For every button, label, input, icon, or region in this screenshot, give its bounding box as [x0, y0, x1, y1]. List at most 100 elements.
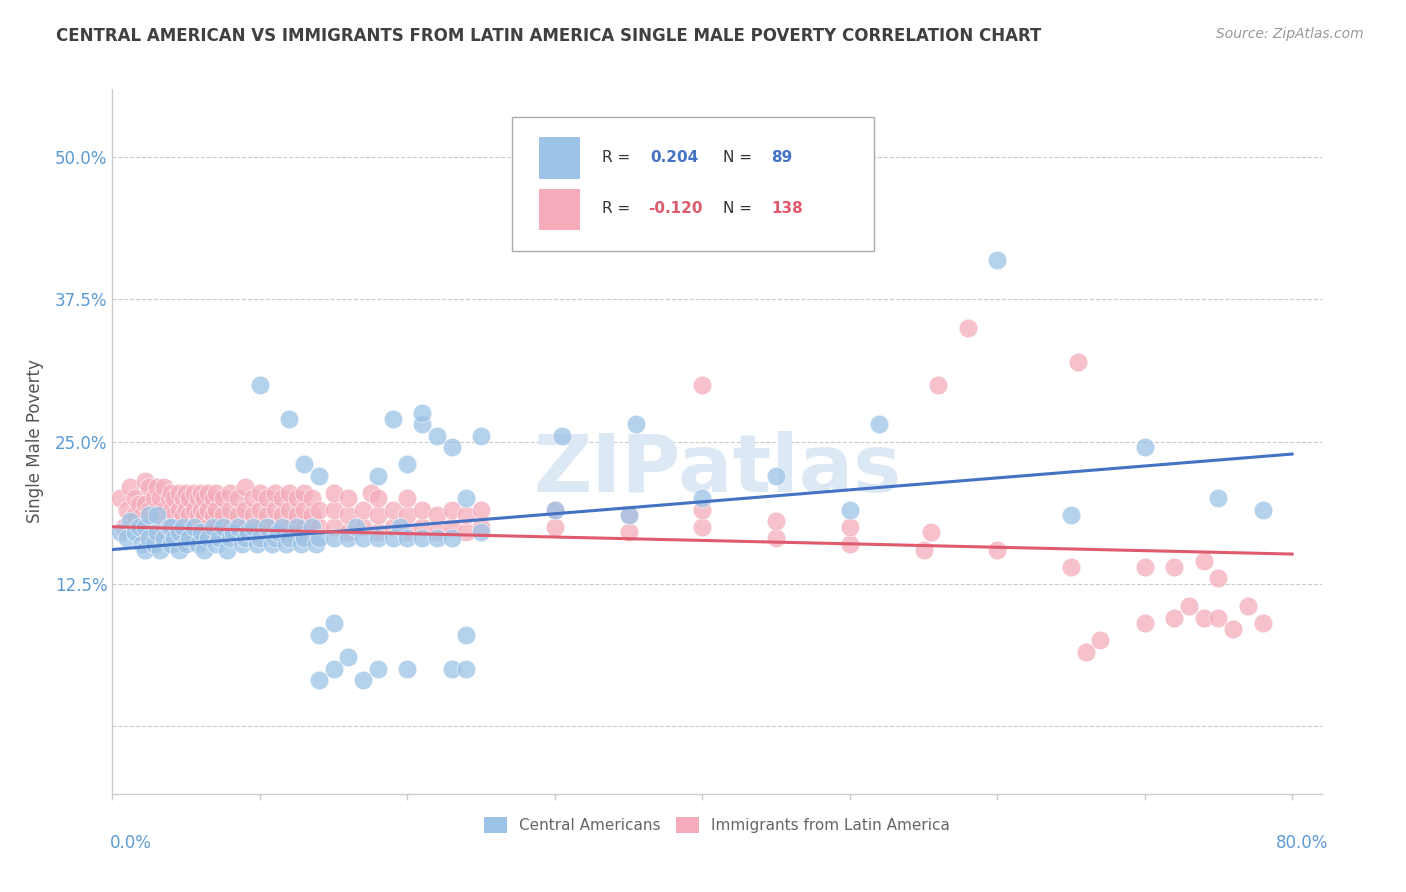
Point	[242, 520, 264, 534]
Point	[271, 508, 294, 523]
Point	[396, 525, 419, 540]
Point	[187, 508, 209, 523]
Point	[128, 497, 150, 511]
Point	[692, 491, 714, 506]
Legend: Central Americans, Immigrants from Latin America: Central Americans, Immigrants from Latin…	[478, 811, 956, 839]
Point	[838, 502, 860, 516]
Point	[138, 508, 160, 523]
Point	[411, 502, 433, 516]
Point	[986, 252, 1008, 267]
Point	[124, 508, 146, 523]
Point	[352, 520, 374, 534]
Point	[131, 537, 153, 551]
Point	[765, 468, 787, 483]
Point	[308, 628, 330, 642]
Point	[956, 321, 979, 335]
Point	[142, 491, 165, 506]
Point	[920, 525, 942, 540]
Text: N =: N =	[723, 202, 756, 217]
Point	[163, 531, 186, 545]
Point	[396, 662, 419, 676]
Point	[322, 616, 344, 631]
Point	[263, 502, 285, 516]
Point	[153, 520, 176, 534]
Point	[145, 525, 167, 540]
Point	[233, 480, 256, 494]
Point	[396, 457, 419, 471]
Point	[187, 491, 209, 506]
Text: Source: ZipAtlas.com: Source: ZipAtlas.com	[1216, 27, 1364, 41]
Point	[301, 508, 323, 523]
Point	[278, 412, 301, 426]
Point	[337, 508, 360, 523]
Point	[204, 485, 226, 500]
Point	[426, 531, 449, 545]
Point	[212, 520, 235, 534]
Point	[1237, 599, 1260, 614]
Point	[112, 520, 135, 534]
Point	[396, 491, 419, 506]
Point	[208, 531, 231, 545]
Point	[183, 520, 205, 534]
Point	[179, 531, 201, 545]
Point	[157, 508, 180, 523]
Point	[868, 417, 890, 432]
Point	[153, 480, 176, 494]
Point	[1222, 622, 1244, 636]
Point	[145, 520, 167, 534]
Point	[276, 537, 298, 551]
Point	[142, 525, 165, 540]
Point	[1163, 559, 1185, 574]
Point	[1067, 355, 1090, 369]
Point	[285, 491, 308, 506]
Point	[219, 485, 242, 500]
Point	[1192, 611, 1215, 625]
Point	[1178, 599, 1201, 614]
Point	[1133, 616, 1156, 631]
Point	[285, 520, 308, 534]
Point	[179, 491, 201, 506]
Point	[193, 525, 215, 540]
Point	[544, 502, 567, 516]
Point	[153, 502, 176, 516]
Point	[256, 520, 278, 534]
Point	[149, 525, 172, 540]
Point	[249, 377, 271, 392]
Point	[131, 525, 153, 540]
Point	[426, 508, 449, 523]
Point	[149, 542, 172, 557]
Point	[219, 502, 242, 516]
Text: N =: N =	[723, 150, 756, 165]
Point	[440, 662, 463, 676]
Point	[367, 491, 389, 506]
Point	[236, 525, 259, 540]
Point	[212, 508, 235, 523]
Point	[190, 485, 212, 500]
Point	[411, 531, 433, 545]
Point	[153, 531, 176, 545]
Point	[246, 537, 269, 551]
Point	[233, 502, 256, 516]
Point	[193, 508, 215, 523]
Point	[149, 508, 172, 523]
Point	[838, 520, 860, 534]
Point	[292, 457, 315, 471]
Text: 0.204: 0.204	[651, 150, 699, 165]
Point	[256, 508, 278, 523]
Point	[292, 502, 315, 516]
Point	[134, 475, 156, 489]
Point	[172, 525, 194, 540]
Point	[138, 531, 160, 545]
Point	[278, 485, 301, 500]
Point	[138, 520, 160, 534]
Point	[411, 406, 433, 420]
Point	[1251, 616, 1274, 631]
Point	[765, 514, 787, 528]
Point	[134, 520, 156, 534]
Point	[838, 537, 860, 551]
Point	[1251, 502, 1274, 516]
Point	[352, 502, 374, 516]
Point	[551, 429, 574, 443]
Point	[142, 537, 165, 551]
Point	[367, 468, 389, 483]
